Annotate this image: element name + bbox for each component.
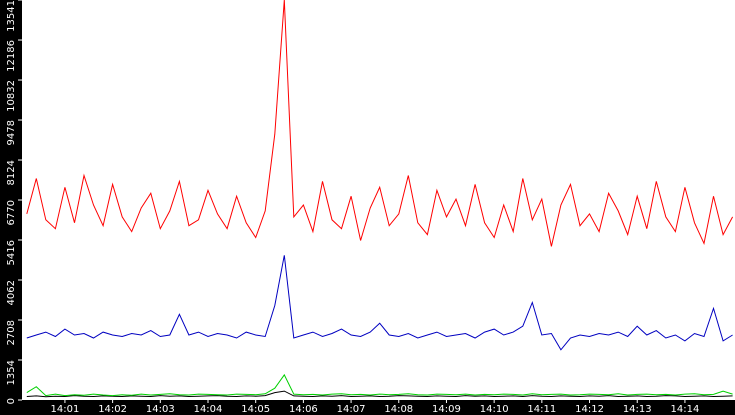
series-line	[26, 373, 733, 397]
x-tick-label: 14:12	[575, 404, 604, 415]
x-tick-label: 14:09	[432, 404, 461, 415]
y-tick-label: 5416	[6, 240, 17, 265]
y-tick-label: 4062	[6, 280, 17, 305]
y-tick-label: 9478	[6, 120, 17, 145]
x-tick-label: 14:07	[337, 404, 366, 415]
x-tick-label: 14:01	[51, 404, 80, 415]
series-line	[26, 390, 733, 398]
series-line	[26, 0, 734, 247]
x-tick-label: 14:08	[384, 404, 413, 415]
x-tick-label: 14:05	[241, 404, 270, 415]
y-axis-strip	[0, 0, 22, 415]
y-tick-label: 0	[6, 398, 17, 404]
x-axis-strip	[0, 400, 735, 415]
series-line	[26, 255, 733, 351]
x-tick-label: 14:06	[289, 404, 318, 415]
y-tick-label: 13541	[6, 0, 17, 32]
x-tick-label: 14:04	[194, 404, 223, 415]
y-tick-label: 12186	[6, 40, 17, 72]
y-tick-label: 8124	[6, 160, 17, 185]
y-tick-label: 6770	[6, 200, 17, 225]
x-tick-label: 14:10	[480, 404, 509, 415]
y-tick-label: 1354	[6, 360, 17, 385]
x-tick-label: 14:14	[671, 404, 700, 415]
y-tick-label: 2708	[6, 320, 17, 345]
x-tick-label: 14:13	[623, 404, 652, 415]
x-tick-label: 14:03	[146, 404, 175, 415]
x-tick-label: 14:11	[527, 404, 556, 415]
x-tick-label: 14:02	[98, 404, 127, 415]
y-tick-label: 10832	[6, 80, 17, 112]
